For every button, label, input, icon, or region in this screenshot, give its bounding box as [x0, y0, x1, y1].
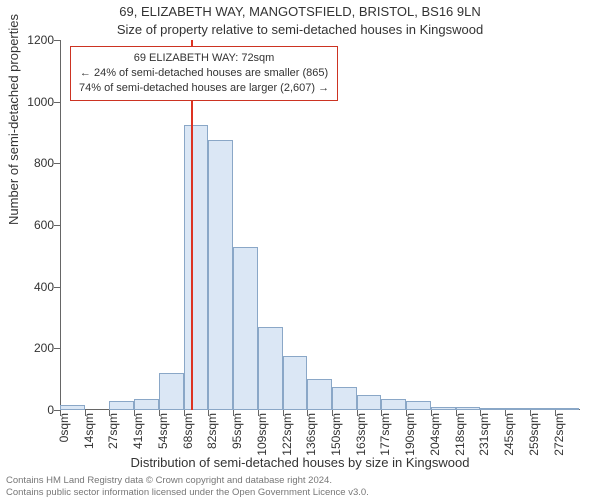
histogram-bar: [555, 408, 580, 410]
callout-line: ← 24% of semi-detached houses are smalle…: [79, 66, 329, 81]
plot-area: 0200400600800100012000sqm14sqm27sqm41sqm…: [60, 40, 580, 410]
y-tick: [54, 40, 60, 41]
x-tick-label: 136sqm: [304, 413, 318, 456]
y-tick-label: 0: [14, 403, 54, 417]
y-tick-label: 600: [14, 218, 54, 232]
histogram-bar: [332, 387, 357, 410]
x-tick-label: 68sqm: [181, 413, 195, 449]
histogram-bar: [208, 140, 233, 410]
x-tick-label: 190sqm: [403, 413, 417, 456]
x-tick-label: 231sqm: [477, 413, 491, 456]
x-tick-label: 109sqm: [255, 413, 269, 456]
y-tick: [54, 102, 60, 103]
x-tick-label: 122sqm: [280, 413, 294, 456]
histogram-bar: [456, 407, 481, 410]
histogram-bar: [184, 125, 209, 410]
footer-attribution: Contains HM Land Registry data © Crown c…: [6, 475, 369, 498]
histogram-bar: [109, 401, 134, 410]
chart-subtitle: Size of property relative to semi-detach…: [0, 22, 600, 37]
y-tick-label: 400: [14, 280, 54, 294]
y-axis-line: [60, 40, 61, 410]
histogram-bar: [159, 373, 184, 410]
histogram-bar: [406, 401, 431, 410]
y-tick-label: 1000: [14, 95, 54, 109]
x-tick-label: 163sqm: [354, 413, 368, 456]
x-tick-label: 27sqm: [106, 413, 120, 449]
x-tick-label: 218sqm: [453, 413, 467, 456]
chart-title: 69, ELIZABETH WAY, MANGOTSFIELD, BRISTOL…: [0, 4, 600, 19]
y-tick-label: 200: [14, 341, 54, 355]
x-axis-label: Distribution of semi-detached houses by …: [0, 455, 600, 470]
footer-line-1: Contains HM Land Registry data © Crown c…: [6, 475, 369, 486]
callout-line: 69 ELIZABETH WAY: 72sqm: [79, 51, 329, 66]
x-tick-label: 245sqm: [502, 413, 516, 456]
x-tick-label: 204sqm: [428, 413, 442, 456]
histogram-bar: [60, 405, 85, 410]
x-tick-label: 82sqm: [205, 413, 219, 449]
histogram-bar: [283, 356, 308, 410]
x-tick-label: 0sqm: [57, 413, 71, 442]
histogram-bar: [134, 399, 159, 410]
histogram-bar: [233, 247, 258, 410]
x-tick-label: 150sqm: [329, 413, 343, 456]
y-tick: [54, 225, 60, 226]
x-tick-label: 41sqm: [131, 413, 145, 449]
y-tick: [54, 163, 60, 164]
x-tick-label: 272sqm: [552, 413, 566, 456]
histogram-bar: [258, 327, 283, 410]
histogram-bar: [530, 408, 555, 410]
marker-callout: 69 ELIZABETH WAY: 72sqm← 24% of semi-det…: [70, 46, 338, 101]
histogram-bar: [381, 399, 406, 410]
histogram-bar: [431, 407, 456, 410]
x-tick-label: 14sqm: [82, 413, 96, 449]
y-tick-label: 800: [14, 156, 54, 170]
y-tick: [54, 287, 60, 288]
histogram-bar: [307, 379, 332, 410]
histogram-bar: [357, 395, 382, 410]
x-tick-label: 95sqm: [230, 413, 244, 449]
x-tick-label: 259sqm: [527, 413, 541, 456]
y-tick-label: 1200: [14, 33, 54, 47]
x-tick-label: 54sqm: [156, 413, 170, 449]
footer-line-2: Contains public sector information licen…: [6, 487, 369, 498]
histogram-bar: [480, 408, 505, 410]
histogram-bar: [505, 408, 530, 410]
callout-line: 74% of semi-detached houses are larger (…: [79, 81, 329, 96]
x-tick-label: 177sqm: [378, 413, 392, 456]
y-tick: [54, 348, 60, 349]
